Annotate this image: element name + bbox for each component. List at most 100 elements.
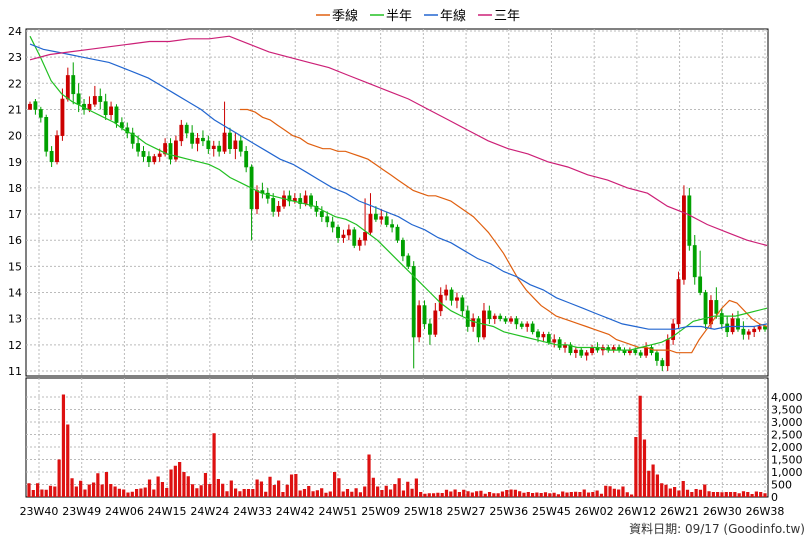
volume-bar: [156, 476, 160, 497]
volume-bar: [53, 486, 57, 497]
volume-bar: [569, 492, 573, 497]
volume-bar: [350, 491, 354, 497]
volume-bar: [109, 484, 113, 497]
volume-bar: [599, 493, 604, 497]
volume-bar: [100, 484, 104, 497]
volume-bar: [647, 470, 651, 497]
volume-bar: [552, 492, 556, 497]
volume-bar: [595, 490, 599, 497]
volume-bar: [251, 489, 255, 497]
volume-bar: [83, 489, 87, 497]
x-tick-label: 26W30: [703, 505, 742, 518]
candle-body: [287, 195, 292, 202]
volume-bar: [690, 492, 694, 497]
volume-bar: [578, 492, 582, 497]
volume-bar: [139, 488, 143, 497]
price-grid: [25, 28, 769, 377]
candle-body: [60, 98, 65, 136]
x-tick-label: 25W18: [404, 505, 443, 518]
volume-bar: [268, 476, 272, 497]
volume-bar: [225, 491, 229, 497]
candle-body: [184, 124, 189, 134]
volume-bar: [388, 489, 393, 497]
x-tick-label: 24W33: [233, 505, 272, 518]
x-tick-label: 25W36: [489, 505, 528, 518]
volume-bar: [668, 488, 672, 497]
volume-bar: [591, 492, 595, 497]
volume-bar: [466, 491, 470, 497]
price-tick-label: 21: [8, 103, 22, 116]
candle-body: [400, 239, 405, 257]
price-panel: [28, 35, 768, 371]
candle-body: [244, 151, 249, 168]
candle-body: [238, 140, 243, 152]
candle-body: [33, 101, 38, 110]
volume-bar: [285, 484, 289, 497]
x-tick-label: 24W15: [148, 505, 187, 518]
ma-line-2: [29, 35, 768, 351]
volume-bar: [281, 492, 285, 497]
volume-bar: [79, 480, 83, 497]
candle-body: [98, 96, 103, 102]
price-tick-label: 17: [8, 208, 22, 221]
volume-bar: [246, 489, 251, 497]
candle-body: [163, 143, 168, 155]
volume-bar: [332, 472, 337, 497]
volume-bar: [298, 490, 302, 497]
volume-bar: [199, 485, 203, 497]
candle-body: [76, 93, 81, 105]
volume-bar: [548, 493, 552, 497]
data-source-note: 資料日期: 09/17 (Goodinfo.tw): [629, 522, 805, 536]
volume-bar: [367, 454, 371, 497]
candle-body: [584, 352, 589, 356]
candle-body: [492, 315, 497, 319]
volume-bar: [711, 492, 715, 497]
volume-bar: [543, 492, 548, 497]
volume-tick-label: 1,000: [771, 466, 803, 479]
volume-bar: [530, 493, 535, 497]
candle-body: [373, 213, 378, 220]
candle-body: [190, 132, 195, 144]
volume-bar: [208, 484, 212, 497]
volume-bar: [741, 491, 746, 497]
volume-bar: [617, 489, 621, 497]
volume-bar: [190, 484, 195, 497]
volume-bar: [40, 489, 44, 497]
candle-body: [417, 305, 422, 338]
volume-bar: [113, 486, 117, 497]
volume-bar: [423, 493, 427, 497]
volume-bar: [500, 491, 505, 497]
candle-body: [530, 323, 535, 333]
volume-bar: [664, 484, 668, 497]
volume-bar: [186, 476, 190, 497]
volume-bar: [526, 492, 530, 497]
volume-bar: [535, 492, 539, 497]
legend-label: 年線: [440, 8, 466, 24]
volume-bar: [634, 437, 638, 497]
volume-bar: [419, 492, 423, 497]
volume-bar: [457, 492, 462, 497]
volume-tick-label: 2,500: [771, 429, 803, 442]
volume-bar: [328, 491, 332, 497]
price-tick-label: 16: [8, 234, 22, 247]
volume-bar: [169, 469, 173, 497]
volume-bar: [135, 489, 139, 497]
ma-line-4: [29, 35, 768, 247]
volume-bar: [677, 490, 681, 497]
ma-line-1: [240, 108, 768, 354]
volume-bar: [681, 481, 685, 497]
volume-bar: [505, 490, 509, 497]
volume-bar: [294, 474, 298, 497]
volume-bar: [229, 480, 233, 497]
candle-body: [141, 151, 146, 157]
volume-bar: [746, 492, 750, 497]
volume-bar: [221, 483, 225, 497]
volume-tick-label: 3,500: [771, 404, 803, 417]
volume-bar: [324, 492, 328, 497]
volume-bar: [440, 493, 444, 497]
volume-bar: [70, 478, 74, 497]
volume-bar: [117, 488, 121, 497]
candle-body: [411, 266, 416, 338]
price-tick-label: 20: [8, 130, 22, 143]
volume-bar: [629, 494, 634, 497]
